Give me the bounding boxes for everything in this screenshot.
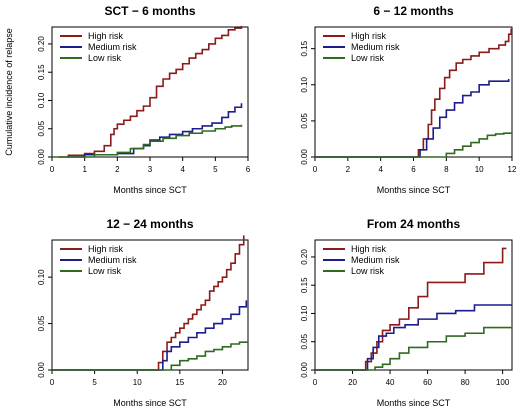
legend-label-1: High risk xyxy=(88,244,124,254)
legend-label-1: High risk xyxy=(351,244,387,254)
x-axis-label: Months since SCT xyxy=(113,398,187,408)
y-tick-label: 0.05 xyxy=(300,333,309,349)
series-line-2 xyxy=(68,103,243,158)
x-tick-label: 4 xyxy=(180,165,185,174)
legend-label-2: Medium risk xyxy=(88,42,137,52)
y-tick-label: 0.00 xyxy=(37,149,46,165)
chart-panel-1: SCT − 6 months 0 1 2 3 4 5 6 0.00 0.05 0.10 0.15 0.2… xyxy=(4,4,251,195)
y-tick-label: 0.05 xyxy=(37,315,46,331)
x-tick-label: 15 xyxy=(175,378,184,387)
y-tick-label: 0.00 xyxy=(300,149,309,165)
y-tick-label: 0.10 xyxy=(37,92,46,108)
series-line-1 xyxy=(58,25,243,158)
legend-label-2: Medium risk xyxy=(88,255,137,265)
x-tick-label: 5 xyxy=(213,165,218,174)
x-axis-label: Months since SCT xyxy=(113,185,187,195)
y-tick-label: 0.10 xyxy=(300,76,309,92)
series-line-2 xyxy=(315,304,512,371)
series-line-1 xyxy=(315,247,507,371)
x-tick-label: 20 xyxy=(348,378,357,387)
x-tick-label: 80 xyxy=(461,378,470,387)
legend-label-2: Medium risk xyxy=(351,42,400,52)
series-line-1 xyxy=(52,235,245,371)
chart-title: 6 − 12 months xyxy=(373,4,454,18)
x-axis-label: Months since SCT xyxy=(377,398,451,408)
series-line-3 xyxy=(315,132,512,158)
x-tick-label: 3 xyxy=(148,165,153,174)
series-line-2 xyxy=(315,79,510,158)
legend-label-3: Low risk xyxy=(88,266,122,276)
x-tick-label: 6 xyxy=(411,165,416,174)
y-tick-label: 0.15 xyxy=(300,40,309,56)
x-tick-label: 0 xyxy=(313,165,318,174)
x-tick-label: 0 xyxy=(50,378,55,387)
x-tick-label: 12 xyxy=(508,165,517,174)
x-tick-label: 4 xyxy=(378,165,383,174)
legend-label-3: Low risk xyxy=(88,53,122,63)
x-tick-label: 0 xyxy=(313,378,318,387)
chart-title: SCT − 6 months xyxy=(104,4,195,18)
chart-title: From 24 months xyxy=(367,217,461,231)
series-line-2 xyxy=(52,300,248,371)
x-tick-label: 1 xyxy=(82,165,87,174)
series-line-3 xyxy=(315,326,512,371)
y-axis-label: Cumulative incidence of relapse xyxy=(4,28,14,156)
legend-label-3: Low risk xyxy=(351,53,385,63)
y-tick-label: 0.15 xyxy=(37,64,46,80)
y-tick-label: 0.05 xyxy=(37,120,46,136)
series-line-3 xyxy=(52,341,248,371)
chart-title: 12 − 24 months xyxy=(106,217,193,231)
chart-panel-4: From 24 months 0 20 40 60 80 100 0.00 0.05 0.10 0.… xyxy=(300,217,513,408)
y-tick-label: 0.20 xyxy=(300,249,309,265)
y-tick-label: 0.10 xyxy=(37,269,46,285)
y-tick-label: 0.00 xyxy=(37,362,46,378)
legend-label-1: High risk xyxy=(88,31,124,41)
x-tick-label: 6 xyxy=(246,165,251,174)
x-tick-label: 2 xyxy=(346,165,351,174)
y-tick-label: 0.15 xyxy=(300,277,309,293)
y-tick-label: 0.05 xyxy=(300,113,309,129)
x-tick-label: 5 xyxy=(92,378,97,387)
x-tick-label: 100 xyxy=(496,378,510,387)
x-tick-label: 8 xyxy=(444,165,449,174)
legend-label-2: Medium risk xyxy=(351,255,400,265)
legend-label-1: High risk xyxy=(351,31,387,41)
series-line-3 xyxy=(52,124,243,158)
y-tick-label: 0.00 xyxy=(300,362,309,378)
x-tick-label: 10 xyxy=(475,165,484,174)
legend-label-3: Low risk xyxy=(351,266,385,276)
x-tick-label: 40 xyxy=(386,378,395,387)
y-tick-label: 0.10 xyxy=(300,305,309,321)
x-tick-label: 10 xyxy=(133,378,142,387)
chart-panel-3: 12 − 24 months 0 5 10 15 20 0.00 0.05 0.10 Months… xyxy=(37,217,249,408)
x-axis-label: Months since SCT xyxy=(377,185,451,195)
chart-panel-2: 6 − 12 months 0 2 4 6 8 10 12 0.00 0.05 0.10 0.15 Mo… xyxy=(300,4,517,195)
x-tick-label: 60 xyxy=(423,378,432,387)
x-tick-label: 0 xyxy=(50,165,55,174)
x-tick-label: 20 xyxy=(218,378,227,387)
x-tick-label: 2 xyxy=(115,165,120,174)
y-tick-label: 0.20 xyxy=(37,36,46,52)
